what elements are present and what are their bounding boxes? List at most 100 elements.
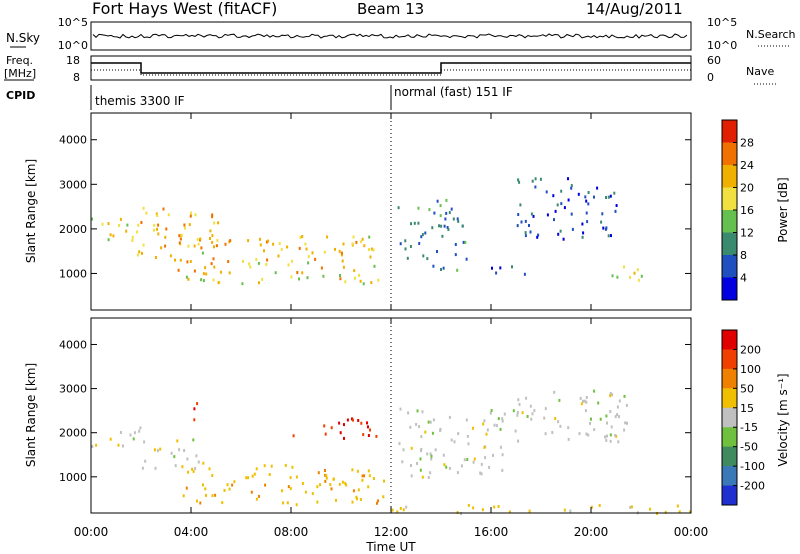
data-cell [397,206,400,210]
data-cell [298,277,300,281]
data-cell [497,505,500,508]
data-cell [344,481,347,485]
data-cell [464,240,467,244]
data-cell [607,195,610,199]
data-cell [211,234,214,238]
data-cell [528,509,531,513]
data-cell [501,453,504,457]
y-tick-label: 3000 [59,383,87,396]
data-cell [119,217,122,221]
data-cell [616,405,619,409]
freq-panel-frame [90,55,692,81]
data-cell [473,457,476,461]
data-cell [196,499,198,503]
colorbar-tick-label: 24 [740,159,754,172]
data-cell [316,485,319,489]
colorbar-swatch [722,349,737,370]
data-cell [261,277,264,281]
data-cell [145,211,148,215]
data-cell [551,431,554,434]
data-cell [199,237,202,241]
date-title: 14/Aug/2011 [586,0,683,18]
data-cell [202,461,205,465]
data-cell [250,490,253,494]
data-cell [186,457,189,461]
data-cell [132,437,135,441]
data-cell [157,232,160,236]
data-cell [472,506,475,510]
colorbar-tick-label: -200 [740,480,765,493]
x-tick-label: 16:00 [474,525,509,539]
data-cell [383,479,385,483]
data-cell [429,452,432,456]
data-cell [119,431,122,434]
data-cell [129,433,132,437]
data-cell [267,239,270,243]
data-cell [189,260,192,263]
data-cell [265,263,268,266]
data-cell [181,465,184,469]
data-cell [600,220,603,224]
data-cell [410,464,412,467]
data-cell [363,244,366,248]
data-cell [159,447,162,451]
data-cell [362,282,365,286]
colorbar-swatch [722,368,737,389]
data-cell [247,476,250,480]
data-cell [186,260,189,264]
data-cell [618,415,620,419]
data-cell [334,247,336,251]
data-cell [420,447,423,451]
data-cell [416,462,418,465]
data-cell [567,426,570,430]
x-tick-label: 08:00 [274,525,309,539]
data-cell [375,434,378,438]
data-cell [251,474,254,478]
data-cell [200,246,203,250]
data-cell [483,419,486,423]
velocity-panel-frame [90,317,692,514]
data-cell [193,418,196,422]
data-cell [623,428,626,432]
data-cell [370,247,373,251]
data-cell [91,445,94,448]
data-cell [445,211,448,215]
data-cell [245,476,248,480]
data-cell [581,222,584,226]
data-cell [255,497,258,501]
data-cell [332,477,335,481]
data-cell [156,449,159,453]
data-cell [580,402,583,406]
data-cell [463,458,466,462]
data-cell [524,234,527,238]
colorbar-tick-label: 16 [740,204,754,217]
data-cell [154,466,157,470]
data-cell [543,416,546,420]
colorbar-tick-label: 20 [740,182,754,195]
data-cell [431,431,434,435]
data-cell [418,425,421,429]
data-cell [418,242,421,245]
data-cell [448,211,451,215]
data-cell [429,420,432,424]
data-cell [324,473,327,477]
data-cell [404,247,407,251]
data-cell [516,224,519,228]
data-cell [590,417,592,421]
data-cell [263,464,266,468]
data-cell [101,222,104,226]
data-cell [629,505,632,509]
x-tick-label: 20:00 [574,525,609,539]
power-y-axis: 1000 2000 3000 4000 [59,134,691,280]
data-cell [304,242,307,246]
data-cell [589,421,591,425]
colorbar-swatch [722,277,737,301]
colorbar-swatch [722,388,737,409]
noise-left-tick-bottom: 10^0 [58,39,88,52]
data-cell [499,266,502,270]
data-cell [427,476,430,479]
noise-left-label: N.Sky [6,31,40,45]
data-cell [609,410,612,414]
power-colorbar-label: Power [dB] [776,177,790,242]
data-cell [421,475,424,479]
